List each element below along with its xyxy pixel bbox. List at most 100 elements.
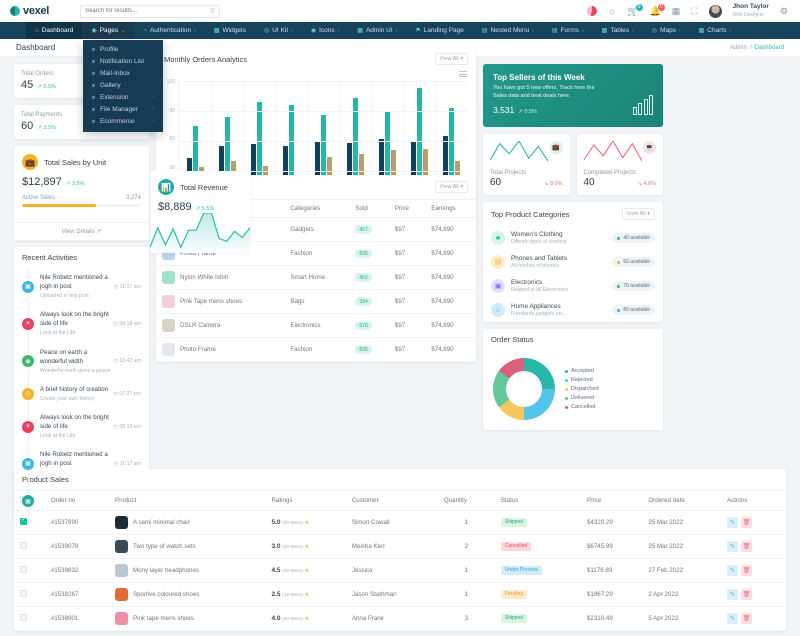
flag-icon: ⚑	[415, 28, 421, 34]
edit-icon[interactable]: ✎	[727, 612, 738, 624]
fullscreen-icon[interactable]: ⛶	[691, 5, 698, 16]
view-all-button[interactable]: View All ▾	[434, 53, 468, 65]
search-input[interactable]	[85, 8, 210, 14]
bar-online	[347, 143, 353, 201]
table-row[interactable]: Photo Frame Fashion 836 $97 $74,890	[156, 337, 476, 362]
dropdown-item-mail-inbox[interactable]: Mail-Inbox	[83, 67, 163, 79]
row-checkbox[interactable]	[20, 541, 27, 549]
table-row[interactable]: DSLR Camera Electronics 678 $97 $74,890	[156, 313, 476, 338]
table-row[interactable]: Nylon White tshirt Smart Home 402 $97 $74,89…	[156, 265, 476, 290]
category-item[interactable]: ▤ Phones and Tablets All models of phones 6…	[483, 250, 663, 274]
breadcrumb-root[interactable]: Admin	[729, 44, 747, 51]
donut-legend-item[interactable]: Delivered	[565, 395, 599, 401]
nav-item-widgets[interactable]: ▩ Widgets	[205, 22, 255, 39]
rating-cell: 4.5 (65 Mem) ★	[265, 558, 346, 583]
row-checkbox[interactable]	[20, 589, 27, 597]
column-header: Product	[108, 489, 266, 511]
activity-item[interactable]: ☀ Always look on the bright side of life L…	[14, 305, 149, 342]
chevron-down-icon: ›	[678, 27, 681, 34]
donut-legend-item[interactable]: Rejected	[565, 377, 599, 383]
cart-icon[interactable]: 🛒 0	[627, 3, 643, 16]
trash-icon[interactable]: 🗑	[741, 612, 752, 624]
category-item[interactable]: ♣ Women's Clothing Differnt types of cloth…	[483, 226, 663, 250]
activity-item[interactable]: ◉ Peace on earth a wonderful width Wonderf…	[14, 343, 149, 380]
dropdown-item-ecommerce[interactable]: Ecommerce ›	[83, 115, 163, 127]
table-row[interactable]: #1538267 Sportive coloured shoes 2.5 (15 M…	[14, 582, 786, 607]
table-row[interactable]: Pink Tape mens shoes Bags 394 $97 $74,890	[156, 289, 476, 314]
trash-icon[interactable]: 🗑	[741, 564, 752, 576]
activity-item[interactable]: ▣ Nile Robetz mentioned a jogh in post Upl…	[14, 268, 149, 305]
dropdown-item-extension[interactable]: Extension ›	[83, 91, 163, 103]
search-box[interactable]: ⚲	[80, 4, 220, 18]
row-checkbox[interactable]	[20, 565, 27, 573]
donut-legend-item[interactable]: Accepted	[565, 368, 599, 374]
table-row[interactable]: #1538901 Pink tape mens shoes 4.0 (40 Mem)…	[14, 606, 786, 631]
activity-item[interactable]: ◷ A brief history of creation Create your …	[14, 380, 149, 408]
table-row[interactable]: #1539078 Two type of watch sets 3.0 (50 Me…	[14, 534, 786, 559]
total-projects-card[interactable]: 💼 Total Projects 60 ↘ 8.0%	[483, 134, 570, 195]
nav-item-maps[interactable]: ◎ Maps ›	[643, 22, 690, 39]
promo-description: You have got 5 new offers, Track here th…	[493, 85, 595, 99]
dropdown-item-gallery[interactable]: Gallery	[83, 79, 163, 91]
bell-icon[interactable]: 🔔 0	[650, 3, 665, 16]
donut-legend-item[interactable]: Cancelled	[565, 404, 599, 410]
nav-item-nested-menu[interactable]: ▤ Nested Menu ›	[473, 22, 543, 39]
category-cell: Fashion	[284, 337, 350, 362]
category-item[interactable]: ▣ Electronics Related to all Electronics 70…	[483, 274, 663, 298]
row-select-cell[interactable]	[14, 510, 45, 535]
dropdown-item-notification-list[interactable]: Notification List	[83, 55, 163, 67]
row-select-cell[interactable]	[14, 582, 45, 607]
brightness-icon[interactable]: ☼	[608, 5, 617, 16]
search-icon[interactable]: ⚲	[209, 8, 215, 15]
dropdown-item-file-manager[interactable]: File Manager ›	[83, 103, 163, 115]
edit-icon[interactable]: ✎	[727, 564, 738, 576]
nav-item-admin-ui[interactable]: ▩ Admin UI ›	[348, 22, 406, 39]
column-header: Quantity	[437, 489, 495, 511]
row-checkbox[interactable]	[20, 613, 27, 621]
nav-item-authentication[interactable]: ◔ Authentication ›	[134, 22, 205, 39]
sun-icon: ☀	[22, 317, 34, 330]
actions-cell: ✎ 🗑	[721, 534, 786, 559]
dashboard-grid: Total Orders 45 ↗ 0.5% Total Payments 60…	[0, 47, 800, 527]
trash-icon[interactable]: 🗑	[741, 588, 752, 600]
brand-logo[interactable]: vexel	[10, 5, 72, 17]
chart-menu-icon[interactable]	[459, 71, 467, 77]
nav-item-dashboard[interactable]: ⌂ Dashboard	[26, 22, 83, 39]
language-flag-icon[interactable]	[587, 6, 598, 16]
nav-item-ui-kit[interactable]: ◎ UI Kit ›	[255, 22, 302, 39]
activity-subtitle: Look at the Life	[40, 330, 76, 337]
nav-item-tables[interactable]: ▩ Tables ›	[593, 22, 643, 39]
view-details-link[interactable]: View Details ↗	[14, 222, 149, 240]
table-row[interactable]: #1537890 A semi minimal chair 5.0 (90 Mem)…	[14, 510, 786, 535]
row-select-cell[interactable]	[14, 558, 45, 583]
view-all-button[interactable]: View All ▾	[434, 181, 468, 193]
view-all-button[interactable]: View All ▾	[621, 208, 655, 220]
edit-icon[interactable]: ✎	[727, 588, 738, 600]
apps-grid-icon[interactable]: ▦	[671, 5, 681, 16]
legend-dot-icon	[565, 378, 568, 382]
trash-icon[interactable]: 🗑	[741, 540, 752, 552]
donut-legend-item[interactable]: Dispatched	[565, 386, 599, 392]
nav-item-icons[interactable]: ◉ Icons ›	[302, 22, 348, 39]
stat-delta: ↗ 3.5%	[37, 125, 56, 131]
activity-item[interactable]: ☀ Always look on the bright side of life L…	[14, 408, 149, 445]
gear-icon[interactable]: ⚙	[779, 5, 788, 16]
order-no-cell: #1538267	[44, 582, 109, 607]
nav-item-forms[interactable]: ▤ Forms ›	[543, 22, 593, 39]
completed-projects-card[interactable]: 💻 Completed Projects 40 ↘ 4.0%	[576, 134, 663, 195]
trash-icon[interactable]: 🗑	[741, 516, 752, 528]
home-icon: ⌂	[35, 27, 39, 34]
avatar[interactable]	[708, 4, 722, 18]
edit-icon[interactable]: ✎	[727, 516, 738, 528]
row-select-cell[interactable]	[14, 606, 45, 631]
row-select-cell[interactable]	[14, 534, 45, 559]
dropdown-item-profile[interactable]: Profile	[83, 43, 163, 55]
nav-item-landing-page[interactable]: ⚑ Landing Page	[406, 22, 473, 39]
edit-icon[interactable]: ✎	[727, 540, 738, 552]
category-item[interactable]: ⌂ Home Appliances Furnitures,gadgets etc..…	[483, 298, 663, 322]
nav-item-pages[interactable]: ◉ Pages ⌄	[82, 22, 135, 39]
row-checkbox[interactable]	[20, 517, 27, 525]
table-row[interactable]: #1539832 Mony layer headphones 4.5 (65 Mem…	[14, 558, 786, 583]
user-info[interactable]: Jhon Taylor Web Designer	[733, 3, 769, 19]
nav-item-charts[interactable]: ▩ Charts ›	[690, 22, 741, 39]
